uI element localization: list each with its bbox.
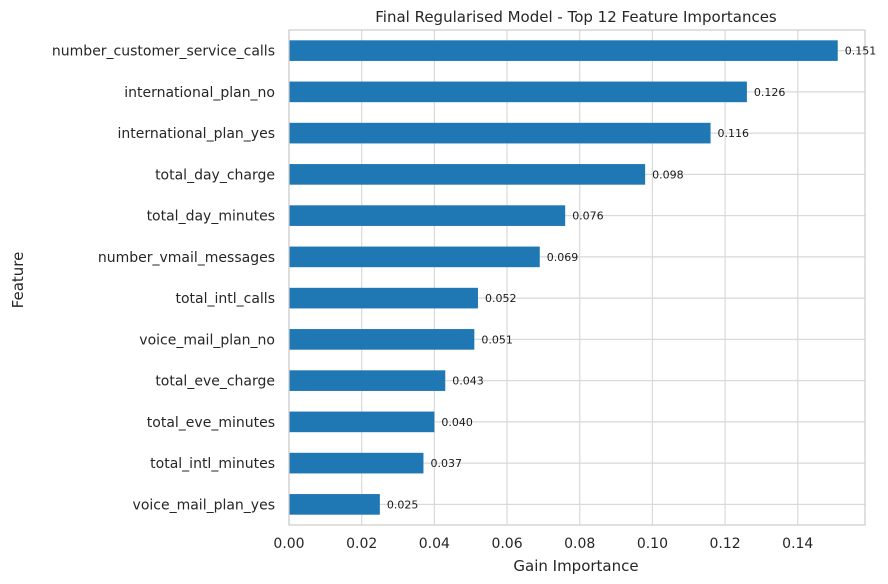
x-tick-labels: 0.00 0.02 0.04 0.06 0.08 0.10 0.12 0.14: [273, 536, 813, 552]
bars: [289, 40, 838, 515]
bar: [289, 452, 424, 474]
value-label: 0.025: [387, 498, 419, 511]
value-label: 0.069: [547, 251, 579, 264]
bar: [289, 40, 838, 61]
x-tick-label: 0.12: [710, 536, 741, 552]
y-axis-title: Feature: [9, 252, 27, 309]
bar: [289, 246, 540, 268]
y-tick-label: voice_mail_plan_yes: [133, 497, 275, 513]
bar: [289, 122, 711, 144]
value-label: 0.151: [845, 45, 877, 58]
value-label: 0.098: [652, 168, 684, 181]
value-label: 0.116: [718, 127, 750, 140]
value-label: 0.051: [481, 333, 513, 346]
x-tick-label: 0.10: [637, 536, 668, 552]
y-tick-label: voice_mail_plan_no: [139, 332, 275, 348]
bar: [289, 411, 435, 433]
x-tick-label: 0.08: [564, 536, 595, 552]
y-tick-label: total_day_minutes: [147, 209, 275, 225]
y-tick-label: number_vmail_messages: [98, 250, 275, 266]
bar: [289, 81, 747, 103]
value-label: 0.126: [754, 86, 786, 99]
bar: [289, 329, 475, 350]
value-label: 0.043: [452, 375, 484, 388]
y-tick-label: international_plan_no: [124, 85, 275, 101]
x-tick-label: 0.06: [491, 536, 522, 552]
y-tick-label: international_plan_yes: [117, 126, 275, 142]
y-tick-labels: number_customer_service_calls internation…: [52, 44, 275, 514]
y-tick-label: total_intl_calls: [175, 291, 275, 307]
bar: [289, 164, 646, 185]
x-tick-label: 0.14: [782, 536, 813, 552]
value-label: 0.040: [441, 416, 473, 429]
y-tick-label: total_eve_charge: [155, 374, 275, 390]
x-tick-label: 0.00: [273, 536, 304, 552]
bar: [289, 205, 566, 226]
y-tick-label: number_customer_service_calls: [52, 44, 275, 60]
y-tick-label: total_eve_minutes: [147, 415, 275, 431]
value-labels: 0.151 0.126 0.116 0.098 0.076 0.069 0.052 0.051…: [387, 45, 876, 512]
x-tick-label: 0.02: [346, 536, 377, 552]
value-label: 0.037: [430, 457, 462, 470]
x-axis-title: Gain Importance: [513, 557, 638, 575]
y-tick-label: total_intl_minutes: [150, 456, 275, 472]
bar: [289, 494, 380, 515]
bar: [289, 287, 478, 309]
value-label: 0.052: [485, 292, 517, 305]
x-tick-label: 0.04: [419, 536, 450, 552]
bar: [289, 370, 446, 391]
y-tick-label: total_day_charge: [155, 167, 275, 183]
value-label: 0.076: [572, 210, 604, 223]
plot-frame: [288, 29, 866, 526]
chart-title: Final Regularised Model - Top 12 Feature…: [375, 8, 777, 26]
